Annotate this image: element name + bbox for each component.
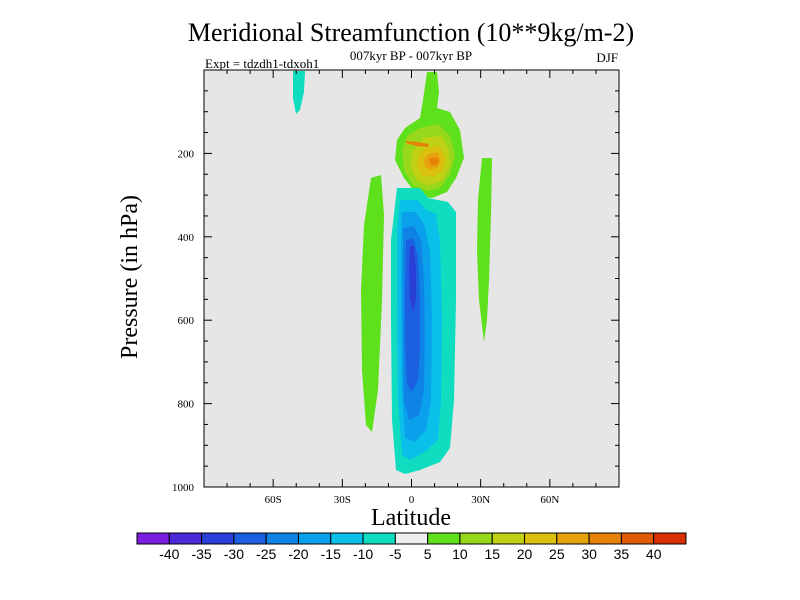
colorbar-swatch (588, 532, 622, 545)
colorbar-label: 5 (424, 546, 432, 562)
contour-negative-strip-60s (293, 71, 305, 114)
colorbar-swatch (459, 532, 493, 545)
y-axis-ticks: 200 400 600 800 1000 (172, 90, 619, 494)
colorbar-label: -5 (389, 546, 402, 562)
colorbar-label: -15 (321, 546, 341, 562)
experiment-label: Expt = tdzdh1-tdxoh1 (205, 56, 319, 71)
x-tick-label: 30S (334, 494, 351, 506)
colorbar-swatch (556, 532, 590, 545)
contour-positive-upper-tongue (406, 141, 429, 147)
colorbar-swatch (330, 532, 364, 545)
chart-subtitle: 007kyr BP - 007kyr BP (350, 48, 472, 63)
y-tick-label: 800 (178, 399, 195, 411)
colorbar-swatch (136, 532, 170, 545)
contour-negative-cell-30 (409, 246, 416, 312)
colorbar: -40 -35 -30 -25 -20 -15 -10 -5 5 10 15 20 25 30 35 40 (136, 532, 687, 562)
colorbar-label: -25 (256, 546, 276, 562)
colorbar-swatch (265, 532, 299, 545)
y-tick-label: 1000 (172, 482, 195, 494)
contour-positive-band-north (477, 158, 492, 342)
colorbar-label: -35 (191, 546, 211, 562)
y-tick-label: 600 (178, 315, 195, 327)
x-axis-ticks: 60S 30S 0 30N 60N (226, 70, 597, 506)
colorbar-swatch (362, 532, 396, 545)
colorbar-swatch (394, 532, 429, 545)
colorbar-swatch (201, 532, 235, 545)
x-axis-label: Latitude (371, 505, 451, 531)
contour-negative-cell-25 (405, 238, 420, 392)
season-label: DJF (596, 50, 618, 65)
colorbar-label: 35 (614, 546, 630, 562)
colorbar-swatch (233, 532, 267, 545)
colorbar-label: 10 (452, 546, 468, 562)
x-tick-label: 0 (409, 494, 415, 506)
x-tick-label: 60S (265, 494, 282, 506)
colorbar-swatch (427, 532, 461, 545)
chart-title: Meridional Streamfunction (10**9kg/m-2) (188, 18, 634, 47)
x-tick-label: 30N (471, 494, 490, 506)
colorbar-label: -40 (159, 546, 179, 562)
colorbar-swatch (491, 532, 526, 545)
colorbar-swatch (653, 532, 687, 545)
contour-positive-band-south (361, 175, 384, 432)
colorbar-label: -20 (288, 546, 308, 562)
colorbar-label: 25 (549, 546, 565, 562)
colorbar-label: 15 (484, 546, 500, 562)
colorbar-label: 40 (646, 546, 662, 562)
y-tick-label: 200 (178, 148, 195, 160)
contour-positive-upper-30 (429, 157, 439, 166)
x-tick-label: 60N (540, 494, 559, 506)
colorbar-label: 30 (581, 546, 597, 562)
y-axis-label: Pressure (in hPa) (117, 195, 143, 359)
colorbar-swatch (168, 532, 203, 545)
y-tick-label: 400 (178, 232, 195, 244)
colorbar-label: -30 (224, 546, 244, 562)
colorbar-swatch (524, 532, 558, 545)
colorbar-label: 20 (517, 546, 533, 562)
colorbar-label: -10 (353, 546, 373, 562)
contour-layer (293, 71, 492, 474)
colorbar-swatch (297, 532, 332, 545)
colorbar-swatch (620, 532, 655, 545)
